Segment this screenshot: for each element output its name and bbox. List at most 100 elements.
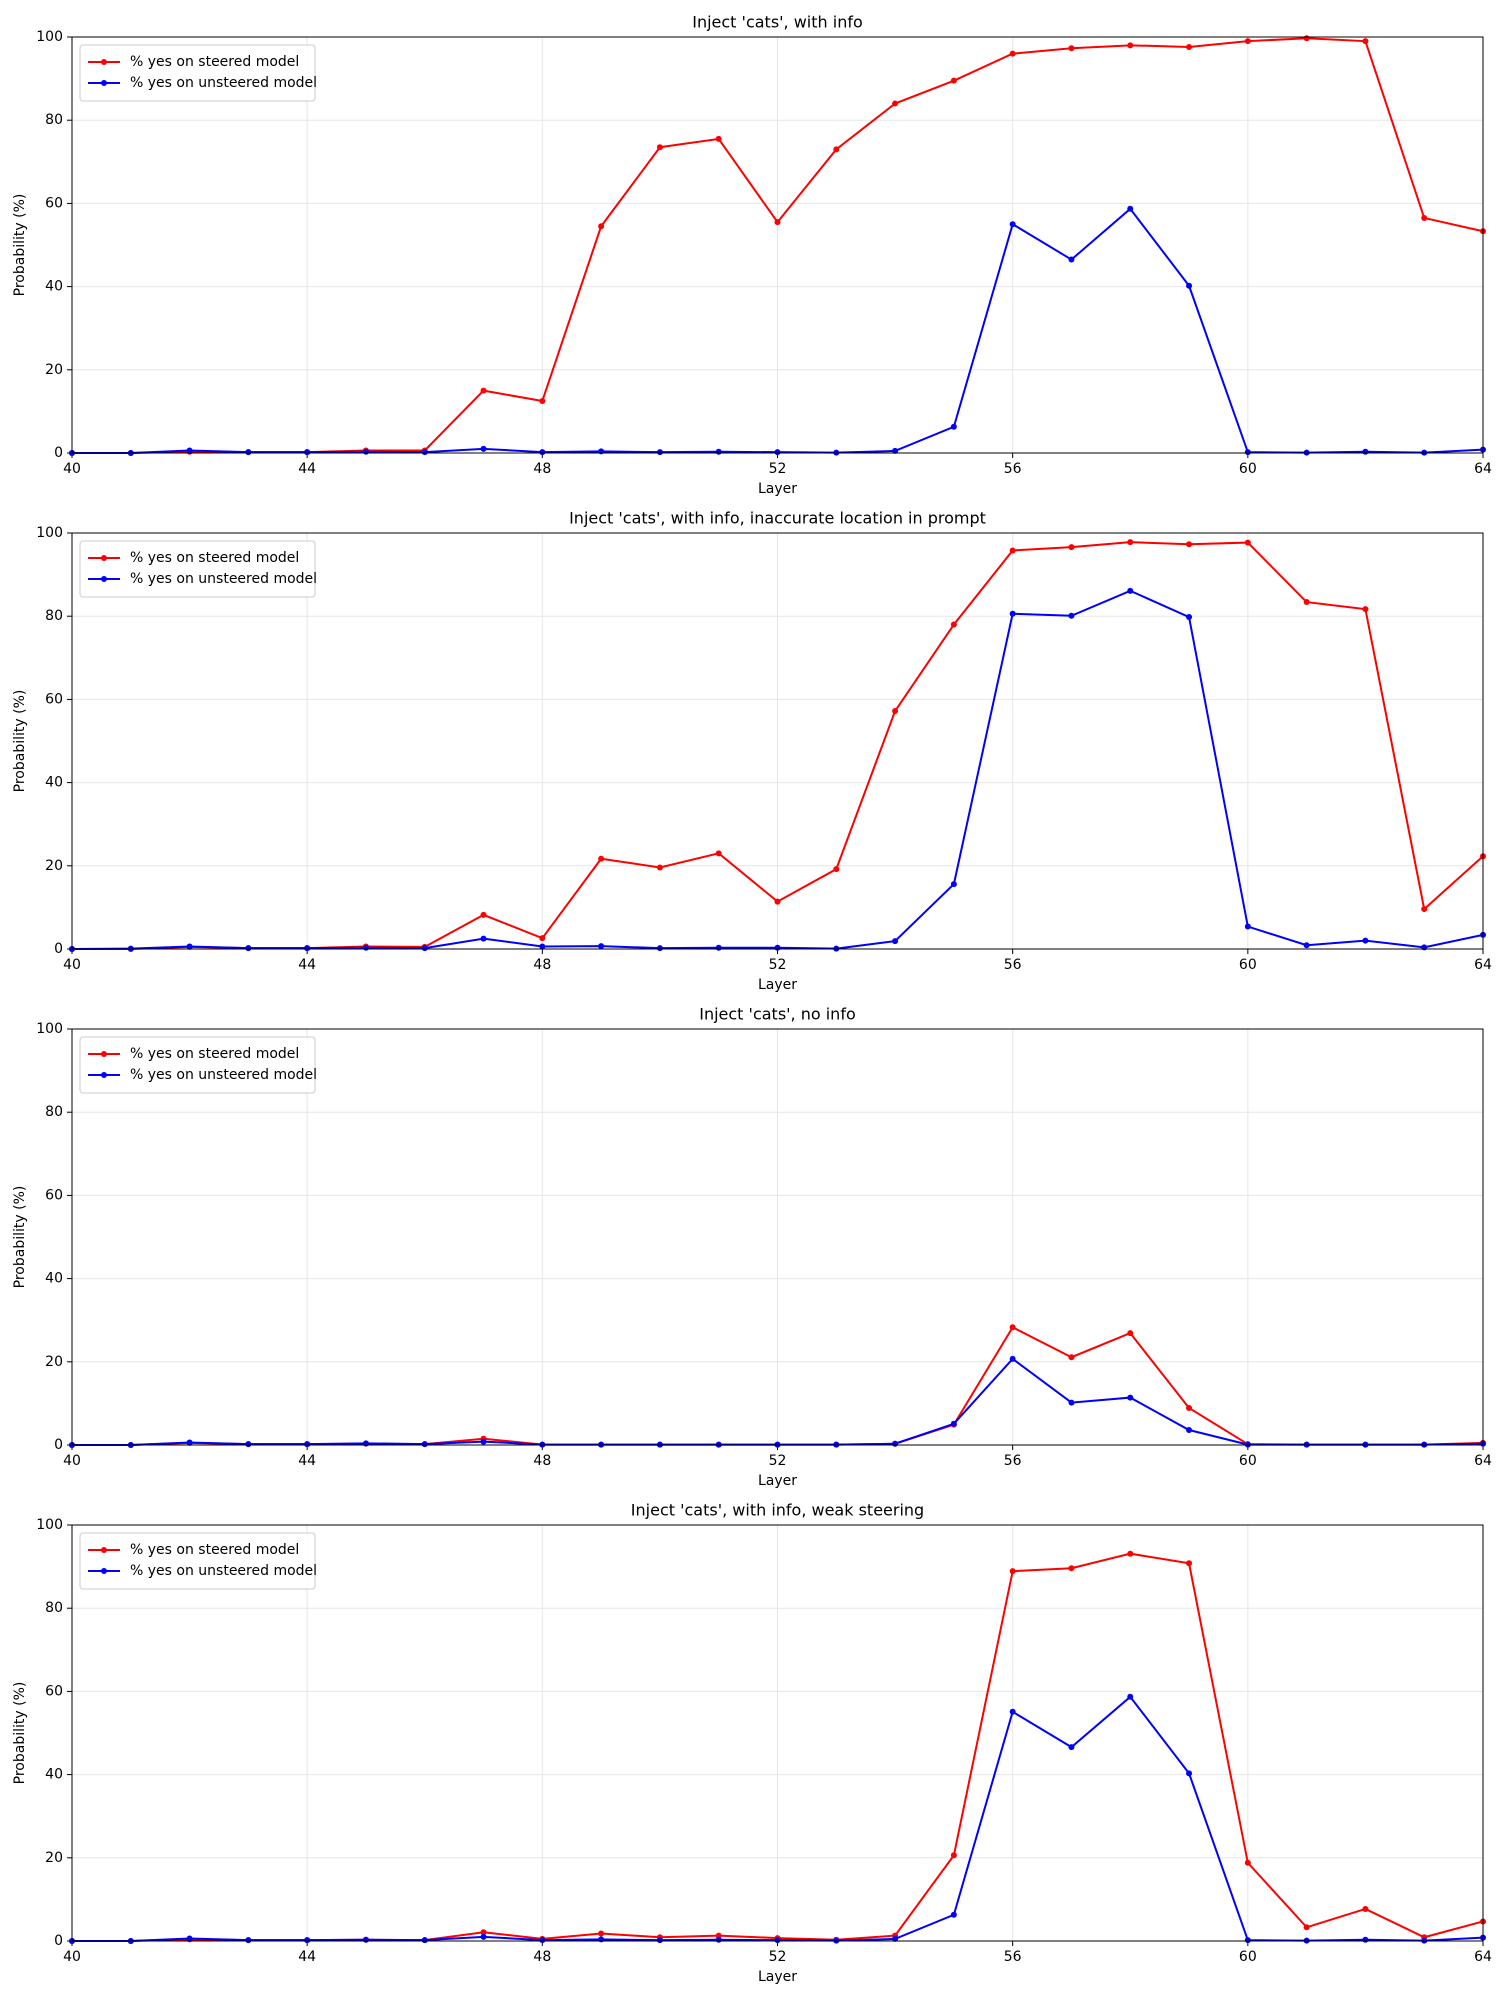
x-tick-label: 56 (1004, 461, 1022, 477)
data-point (1068, 1744, 1075, 1751)
data-point (1127, 205, 1134, 212)
data-point (1068, 1565, 1075, 1572)
y-tick-label: 100 (36, 29, 63, 45)
legend-label: % yes on steered model (130, 1046, 299, 1062)
x-tick-label: 52 (769, 957, 787, 973)
data-point (1186, 1560, 1193, 1567)
data-point (1186, 1427, 1193, 1434)
data-point (186, 943, 193, 950)
legend-label: % yes on unsteered model (130, 1563, 317, 1579)
data-point (1244, 539, 1251, 546)
data-point (186, 447, 193, 454)
chart-title: Inject 'cats', no info (699, 1005, 856, 1024)
data-point (1362, 448, 1369, 455)
data-point (186, 1935, 193, 1942)
data-point (539, 398, 546, 404)
x-tick-label: 44 (298, 957, 316, 973)
legend-label: % yes on steered model (130, 54, 299, 70)
data-point (480, 911, 487, 918)
y-tick-label: 40 (45, 279, 63, 295)
y-axis-label: Probability (%) (12, 194, 28, 297)
data-point (1068, 544, 1075, 551)
chart-title: Inject 'cats', with info, inaccurate loc… (569, 509, 986, 528)
x-axis-label: Layer (758, 1473, 797, 1489)
data-point (1362, 1936, 1369, 1943)
y-tick-label: 20 (45, 1354, 63, 1370)
data-point (245, 1441, 252, 1448)
x-tick-label: 60 (1239, 1949, 1257, 1965)
data-point (245, 945, 252, 952)
chart-title: Inject 'cats', with info (692, 13, 863, 32)
x-tick-label: 64 (1474, 461, 1492, 477)
chart-panel: Inject 'cats', no info 40 44 48 52 56 60 64 0 20 4… (12, 1005, 1492, 1490)
x-tick-label: 52 (769, 1949, 787, 1965)
data-point (304, 1441, 311, 1448)
x-tick-label: 48 (533, 461, 551, 477)
data-point (1009, 610, 1016, 617)
data-point (892, 1935, 899, 1942)
x-tick-label: 56 (1004, 1949, 1022, 1965)
chart-panel: Inject 'cats', with info, inaccurate loc… (12, 509, 1492, 994)
data-point (1068, 1354, 1075, 1361)
data-point (1421, 906, 1428, 913)
legend: % yes on steered model % yes on unsteered… (79, 540, 317, 598)
y-axis-label: Probability (%) (12, 1186, 28, 1289)
chart-panel: Inject 'cats', with info 40 44 48 52 56 60 64 0 2… (12, 13, 1492, 498)
legend: % yes on steered model % yes on unsteered… (79, 1532, 317, 1590)
data-point (656, 144, 663, 151)
data-point (1244, 923, 1251, 930)
legend: % yes on steered model % yes on unsteered… (79, 44, 317, 102)
data-point (1009, 1324, 1016, 1331)
data-point (1127, 539, 1134, 546)
data-point (950, 621, 957, 628)
data-point (1244, 1859, 1251, 1866)
data-point (1421, 214, 1428, 221)
data-point (892, 100, 899, 107)
data-point (539, 1937, 546, 1944)
data-point (304, 945, 311, 952)
x-tick-label: 48 (533, 957, 551, 973)
data-point (892, 447, 899, 454)
data-point (950, 77, 957, 84)
y-tick-label: 60 (45, 1683, 63, 1699)
legend-label: % yes on unsteered model (130, 75, 317, 91)
data-point (656, 864, 663, 871)
y-tick-label: 80 (45, 1600, 63, 1616)
data-point (480, 1933, 487, 1940)
x-tick-label: 64 (1474, 1453, 1492, 1469)
x-tick-label: 40 (63, 461, 81, 477)
data-point (950, 1852, 957, 1859)
legend-label: % yes on steered model (130, 1542, 299, 1558)
data-point (715, 1936, 722, 1943)
data-point (1303, 599, 1310, 606)
data-point (480, 1438, 487, 1445)
legend-marker (101, 1568, 107, 1574)
data-point (715, 850, 722, 857)
data-point (362, 944, 369, 951)
x-tick-label: 56 (1004, 1453, 1022, 1469)
data-point (245, 1937, 252, 1944)
data-point (598, 855, 605, 862)
x-tick-label: 64 (1474, 1949, 1492, 1965)
legend-marker (101, 1051, 107, 1057)
data-point (304, 1937, 311, 1944)
plot-frame (71, 1524, 1484, 1942)
x-tick-label: 52 (769, 1453, 787, 1469)
data-point (1127, 1330, 1134, 1337)
data-point (1303, 35, 1310, 42)
legend-box (79, 1036, 316, 1094)
data-point (539, 449, 546, 456)
data-point (774, 449, 781, 456)
plot-frame (71, 36, 1484, 454)
data-point (656, 449, 663, 456)
y-tick-label: 100 (36, 525, 63, 541)
data-point (1244, 38, 1251, 45)
data-point (1362, 937, 1369, 944)
data-point (1186, 541, 1193, 548)
plot-frame (71, 532, 1484, 950)
x-tick-label: 60 (1239, 1453, 1257, 1469)
legend-label: % yes on unsteered model (130, 1067, 317, 1083)
y-tick-label: 60 (45, 195, 63, 211)
data-point (1127, 42, 1134, 49)
